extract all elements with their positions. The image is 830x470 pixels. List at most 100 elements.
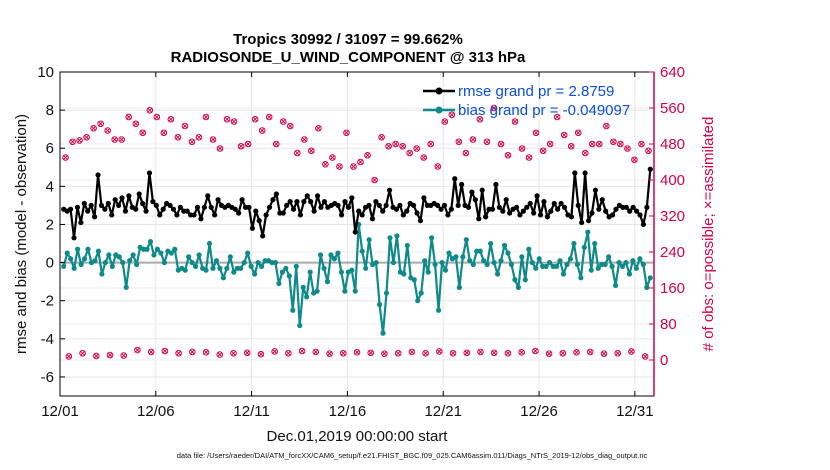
obs-top-assimilated-42	[357, 159, 364, 165]
obs-bottom-assimilated-15	[272, 348, 278, 355]
rmse-point-132	[513, 204, 520, 210]
bias-point-153	[592, 240, 598, 247]
obs-bottom-possible-12	[230, 349, 237, 357]
obs-top-possible-16	[174, 133, 182, 141]
bias-point-11	[99, 271, 105, 277]
y-right-tick-label-7: 560	[660, 100, 685, 117]
y-right-tick-label-2: 160	[660, 280, 685, 297]
bias-point-160	[616, 259, 622, 266]
obs-top-assimilated-38	[329, 154, 335, 161]
bias-point-95	[390, 259, 397, 266]
bias-point-43	[210, 265, 216, 271]
obs-top-possible-62	[497, 140, 505, 148]
rmse-point-121	[476, 216, 482, 222]
rmse-point-158	[603, 208, 609, 214]
rmse-point-50	[232, 206, 238, 212]
bias-point-49	[231, 269, 237, 275]
bias-point-62	[276, 280, 282, 287]
rmse-point-43	[208, 204, 214, 210]
rmse-point-39	[194, 204, 201, 210]
bias-point-136	[533, 265, 539, 271]
bias-point-133	[522, 277, 528, 283]
bias-point-103	[418, 290, 424, 296]
obs-bottom-assimilated-2	[93, 353, 99, 359]
obs-top-possible-34	[301, 136, 308, 143]
obs-bottom-assimilated-41	[628, 348, 634, 355]
rmse-point-69	[297, 212, 304, 218]
obs-top-possible-19	[195, 133, 203, 141]
rmse-point-170	[644, 204, 650, 210]
bias-point-115	[460, 254, 466, 260]
obs-top-possible-38	[329, 154, 336, 161]
rmse-point-72	[308, 199, 314, 205]
obs-top-possible-9	[125, 113, 133, 121]
rmse-point-125	[489, 206, 496, 212]
y-left-tick-label-6: 6	[46, 140, 54, 157]
obs-top-assimilated-75	[589, 141, 595, 147]
bias-point-73	[314, 288, 320, 294]
chart-subtitle: RADIOSONDE_U_WIND_COMPONENT @ 313 hPa	[171, 49, 526, 66]
bias-point-17	[120, 259, 126, 266]
bias-point-28	[158, 250, 164, 256]
x-tick-labels: 12/01 12/06 12/11 12/16 12/21 12/26 12/31	[41, 72, 654, 420]
y-left-tick-label-4: 2	[46, 216, 54, 233]
obs-top-assimilated-19	[196, 134, 202, 140]
obs-top-assimilated-39	[336, 163, 342, 170]
bias-point-94	[387, 235, 393, 241]
rmse-point-99	[400, 212, 406, 218]
bias-point-66	[290, 307, 296, 313]
y-left-tick-label-7: 8	[46, 102, 54, 119]
obs-bottom-assimilated-21	[354, 349, 360, 355]
obs-top-possible-54	[441, 118, 449, 125]
obs-top-assimilated-21	[210, 136, 216, 143]
obs-top-assimilated-4	[91, 125, 97, 131]
bias-point-14	[109, 263, 115, 269]
x-tick-label-1: 12/06	[137, 403, 175, 420]
obs-top-assimilated-44	[372, 177, 378, 183]
rmse-point-141	[544, 214, 550, 220]
rmse-point-66	[287, 199, 293, 205]
obs-bottom-assimilated-3	[107, 352, 113, 358]
obs-bottom-possible-22	[367, 349, 375, 357]
obs-bottom-possible-16	[285, 349, 292, 357]
obs-top-possible-31	[279, 118, 287, 125]
bias-point-74	[317, 252, 324, 258]
obs-top-possible-76	[596, 140, 603, 148]
rmse-point-55	[249, 225, 255, 231]
obs-top-possible-37	[322, 160, 329, 168]
obs-bottom-possible-32	[504, 349, 512, 357]
obs-top-assimilated-43	[364, 152, 371, 158]
obs-top-possible-47	[392, 140, 399, 148]
obs-top-possible-2	[76, 137, 83, 144]
rmse-point-5	[78, 219, 84, 226]
obs-bottom-assimilated-19	[327, 351, 333, 357]
rmse-point-115	[455, 202, 461, 209]
rmse-point-57	[256, 218, 262, 224]
bias-point-143	[557, 258, 563, 264]
bias-point-124	[491, 259, 497, 266]
rmse-point-165	[627, 208, 633, 214]
bias-point-41	[203, 267, 209, 273]
bias-point-120	[477, 248, 483, 254]
obs-top-assimilated-73	[575, 130, 581, 136]
rmse-point-60	[266, 204, 273, 210]
rmse-point-84	[349, 195, 355, 201]
obs-top-possible-55	[448, 111, 456, 119]
obs-top-possible-5	[97, 120, 104, 128]
obs-bottom-possible-38	[586, 348, 594, 356]
obs-top-assimilated-79	[617, 141, 623, 147]
rmse-point-41	[201, 204, 207, 210]
bias-point-19	[127, 258, 133, 264]
bias-point-146	[567, 256, 574, 262]
obs-top-assimilated-27	[252, 116, 258, 122]
obs-top-assimilated-72	[568, 143, 574, 149]
obs-top-possible-18	[188, 138, 196, 146]
rmse-point-54	[246, 204, 252, 210]
obs-bottom-possible-25	[408, 348, 416, 356]
obs-bottom-assimilated-34	[532, 348, 538, 354]
obs-bottom-possible-35	[545, 350, 553, 358]
obs-top-assimilated-45	[379, 134, 385, 140]
obs-top-assimilated-50	[414, 145, 420, 152]
obs-bottom-assimilated-22	[368, 350, 374, 356]
obs-top-possible-75	[588, 140, 596, 148]
